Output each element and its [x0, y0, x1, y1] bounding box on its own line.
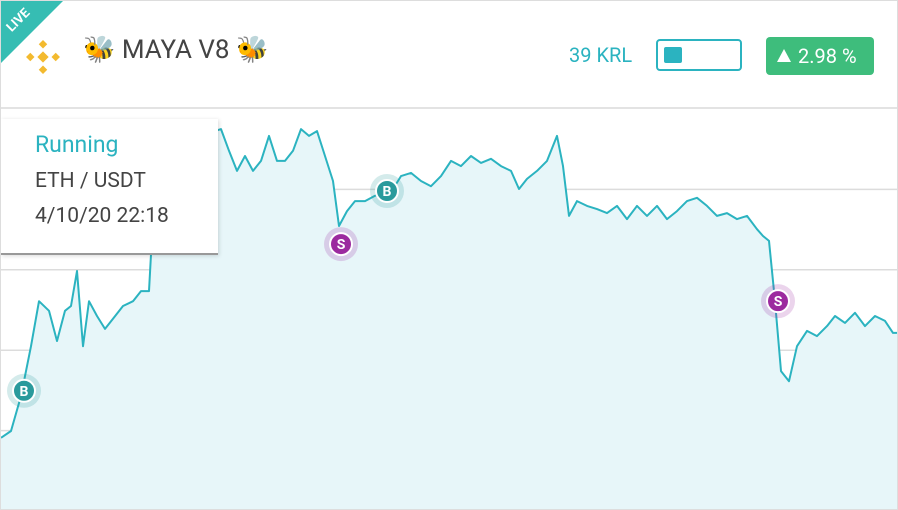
price-line: [1, 126, 897, 439]
pair: ETH / USDT: [35, 169, 146, 193]
change-value: 2.98 %: [798, 44, 857, 68]
area: [1, 127, 897, 509]
marker-label: S: [774, 294, 783, 310]
live-ribbon: LIVE: [1, 1, 63, 63]
marker-dot: [766, 289, 790, 314]
progress-fill: [664, 47, 682, 63]
timestamp: 4/10/20 22:18: [35, 204, 169, 228]
divider: [1, 107, 897, 109]
trade-marker: B: [7, 373, 41, 408]
marker-label: B: [20, 384, 29, 400]
exchange-logo: [26, 40, 60, 74]
progress-bar: [656, 39, 742, 71]
marker-dot: [12, 378, 36, 403]
trade-marker: B: [370, 174, 404, 209]
change-badge: 2.98 %: [766, 37, 874, 75]
marker-label: S: [337, 237, 346, 253]
trade-marker: S: [761, 284, 795, 319]
marker-dot: [375, 179, 399, 204]
status: Running: [35, 131, 119, 158]
balance: 39 KRL: [569, 43, 633, 67]
trade-marker: S: [324, 227, 358, 262]
bot-title: 🐝 MAYA V8 🐝: [83, 35, 269, 65]
marker-label: B: [383, 184, 392, 200]
up-arrow: [777, 49, 791, 62]
marker-dot: [329, 232, 353, 257]
tooltip: Running ETH / USDT 4/10/20 22:18: [1, 119, 218, 255]
chart: B S B S: [1, 126, 897, 509]
